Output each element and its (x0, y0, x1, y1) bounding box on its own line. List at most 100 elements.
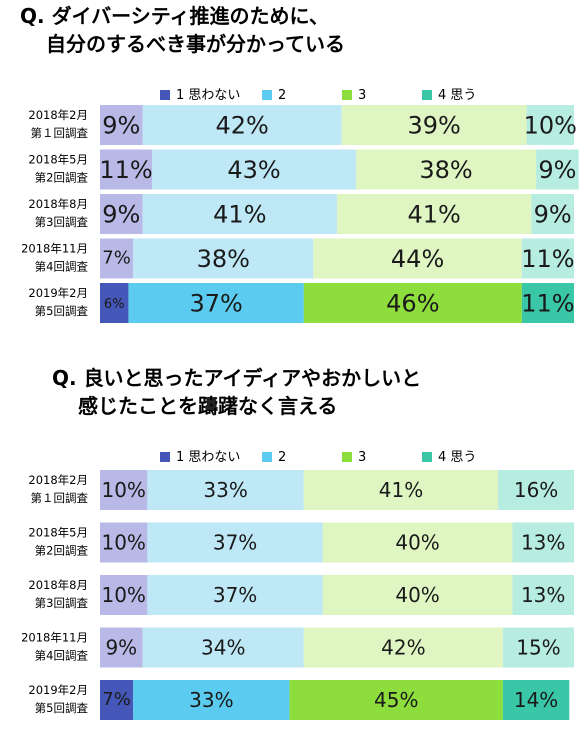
legend-swatch (342, 452, 352, 462)
data-label: 10% (101, 478, 145, 502)
row-label: 2018年5月 (28, 153, 88, 167)
bar-segment (313, 238, 522, 279)
bar-segment (536, 149, 579, 190)
bar-segment (303, 283, 522, 323)
data-label: 33% (189, 688, 233, 712)
question-line-2: 感じたことを躊躇なく言える (78, 394, 338, 418)
data-label: 10% (101, 531, 145, 555)
data-label: 34% (201, 636, 245, 660)
data-label: 9% (538, 156, 576, 184)
row-label: 2018年5月 (28, 526, 88, 540)
data-label: 42% (381, 636, 425, 660)
legend-label: 4 思う (438, 88, 477, 103)
data-label: 40% (395, 531, 439, 555)
bar-segment (498, 470, 574, 510)
row-label: 第１回調査 (31, 126, 89, 140)
data-label: 9% (102, 112, 140, 140)
row-label: 第2回調査 (35, 544, 89, 558)
row-label: 第3回調査 (35, 596, 89, 610)
data-label: 7% (102, 248, 131, 269)
data-label: 41% (213, 201, 266, 229)
bar-segment (100, 680, 134, 720)
legend-swatch (262, 452, 272, 462)
data-label: 11% (521, 245, 574, 273)
bar-segment (152, 149, 356, 190)
bar-segment (100, 149, 153, 190)
data-label: 15% (516, 636, 560, 660)
bar-segment (341, 105, 527, 145)
row-label: 2018年8月 (28, 578, 88, 592)
bar-segment (100, 470, 148, 510)
data-label: 16% (514, 478, 558, 502)
bar-segment (512, 575, 574, 615)
bar-segment (289, 680, 503, 720)
data-label: 9% (105, 636, 137, 660)
data-label: 11% (521, 290, 574, 318)
question-line-1: Q. ダイバーシティ推進のために、 (20, 4, 329, 28)
data-label: 38% (419, 156, 472, 184)
legend-item: 3 (342, 450, 366, 466)
bar-segment (526, 105, 574, 145)
legend: 1 思わない 2 3 4 思う (160, 450, 580, 466)
bar-segment (355, 149, 537, 190)
bar-segment (337, 194, 532, 234)
row-label: 2019年2月 (28, 683, 88, 697)
bar-segment (100, 194, 143, 234)
data-label: 33% (203, 478, 247, 502)
data-label: 38% (197, 245, 250, 273)
question-title: Q. 良いと思ったアイディアやおかしいと 感じたことを躊躇なく言える (52, 364, 421, 420)
legend-label: 3 (358, 450, 367, 465)
row-label: 第4回調査 (35, 649, 89, 663)
data-label: 10% (101, 583, 145, 607)
legend-swatch (160, 452, 170, 462)
legend-item: 1 思わない (160, 88, 240, 104)
legend-label: 3 (358, 88, 367, 103)
bar-segment (521, 283, 574, 323)
legend-item: 4 思う (422, 88, 476, 104)
legend-swatch (262, 90, 272, 100)
question-line-1: Q. 良いと思ったアイディアやおかしいと (52, 366, 422, 390)
data-label: 10% (524, 112, 577, 140)
data-label: 41% (407, 201, 460, 229)
data-label: 37% (189, 290, 242, 318)
row-label: 第3回調査 (35, 215, 89, 229)
row-label: 2018年2月 (28, 473, 88, 487)
question-title: Q. ダイバーシティ推進のために、 自分のするべき事が分かっている (20, 2, 345, 58)
bar-segment (147, 575, 323, 615)
question-line-2: 自分のするべき事が分かっている (46, 32, 345, 56)
data-label: 13% (521, 531, 565, 555)
row-label: 2018年8月 (28, 197, 88, 211)
legend-item: 3 (342, 88, 366, 104)
data-label: 42% (216, 112, 269, 140)
bar-segment (147, 522, 323, 563)
legend: 1 思わない 2 3 4 思う (160, 88, 580, 104)
bar-segment (322, 575, 513, 615)
data-label: 14% (514, 688, 558, 712)
bar-segment (512, 522, 574, 563)
data-label: 7% (102, 689, 131, 710)
data-label: 44% (391, 245, 444, 273)
legend-item: 4 思う (422, 450, 476, 466)
row-label: 第5回調査 (35, 304, 89, 318)
data-label: 9% (102, 201, 140, 229)
row-label: 2018年11月 (21, 631, 88, 645)
row-label: 第2回調査 (35, 171, 89, 185)
legend-label: 1 思わない (176, 450, 241, 465)
data-label: 45% (374, 688, 418, 712)
bar-segment (133, 680, 290, 720)
legend-swatch (422, 452, 432, 462)
legend-swatch (342, 90, 352, 100)
row-label: 2018年11月 (21, 242, 88, 256)
data-label: 39% (407, 112, 460, 140)
bar-segment (147, 470, 304, 510)
data-label: 37% (213, 583, 257, 607)
data-label: 40% (395, 583, 439, 607)
bar-segment (142, 194, 337, 234)
data-label: 43% (227, 156, 280, 184)
bar-segment (100, 522, 148, 563)
legend-swatch (422, 90, 432, 100)
chart-1: Q. ダイバーシティ推進のために、 自分のするべき事が分かっている 1 思わない… (0, 0, 586, 335)
row-label: 第１回調査 (31, 491, 89, 505)
